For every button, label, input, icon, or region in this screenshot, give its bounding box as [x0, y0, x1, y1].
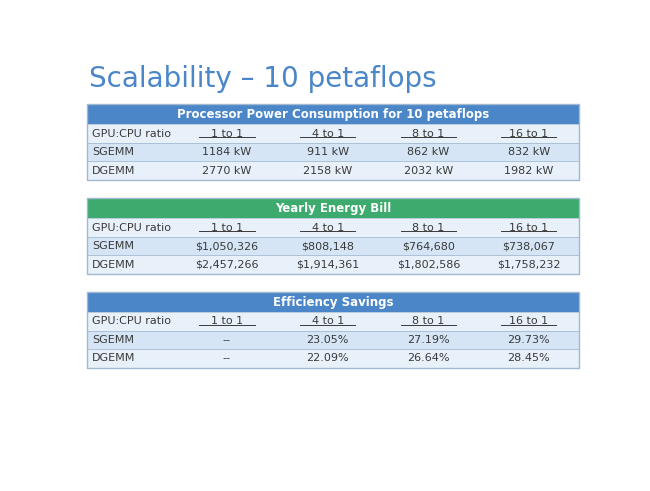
- Text: 832 kW: 832 kW: [508, 147, 550, 157]
- Text: 22.09%: 22.09%: [306, 354, 349, 363]
- Text: SGEMM: SGEMM: [92, 241, 134, 251]
- Text: 26.64%: 26.64%: [407, 354, 450, 363]
- Text: Efficiency Savings: Efficiency Savings: [273, 296, 393, 309]
- Text: 16 to 1: 16 to 1: [509, 222, 549, 233]
- Text: Yearly Energy Bill: Yearly Energy Bill: [275, 202, 391, 215]
- Text: $1,758,232: $1,758,232: [497, 260, 560, 270]
- Text: 911 kW: 911 kW: [307, 147, 349, 157]
- Text: $738,067: $738,067: [502, 241, 555, 251]
- Bar: [88, 292, 578, 368]
- Bar: [88, 105, 578, 124]
- Bar: [88, 124, 578, 143]
- Text: GPU:CPU ratio: GPU:CPU ratio: [92, 222, 171, 233]
- Text: 23.05%: 23.05%: [307, 335, 349, 345]
- Text: $764,680: $764,680: [402, 241, 455, 251]
- Text: 29.73%: 29.73%: [508, 335, 550, 345]
- Text: 1982 kW: 1982 kW: [504, 165, 554, 176]
- Text: Scalability – 10 petaflops: Scalability – 10 petaflops: [89, 65, 437, 93]
- Text: $808,148: $808,148: [301, 241, 354, 251]
- Bar: [88, 105, 578, 180]
- Text: GPU:CPU ratio: GPU:CPU ratio: [92, 129, 171, 138]
- Text: 862 kW: 862 kW: [408, 147, 450, 157]
- Text: Processor Power Consumption for 10 petaflops: Processor Power Consumption for 10 petaf…: [177, 108, 489, 121]
- Bar: [88, 255, 578, 274]
- Bar: [88, 312, 578, 331]
- Text: $1,050,326: $1,050,326: [196, 241, 259, 251]
- Text: DGEMM: DGEMM: [92, 165, 135, 176]
- Text: $2,457,266: $2,457,266: [195, 260, 259, 270]
- Text: 8 to 1: 8 to 1: [412, 317, 445, 327]
- Bar: [88, 237, 578, 255]
- Bar: [88, 198, 578, 274]
- Text: 2770 kW: 2770 kW: [202, 165, 252, 176]
- Bar: [88, 331, 578, 349]
- Text: --: --: [223, 354, 231, 363]
- Bar: [88, 162, 578, 180]
- Text: $1,802,586: $1,802,586: [396, 260, 460, 270]
- Bar: [88, 292, 578, 312]
- Text: SGEMM: SGEMM: [92, 147, 134, 157]
- Bar: [88, 218, 578, 237]
- Text: --: --: [223, 335, 231, 345]
- Text: 4 to 1: 4 to 1: [311, 222, 344, 233]
- Text: 1 to 1: 1 to 1: [211, 222, 243, 233]
- Text: 28.45%: 28.45%: [508, 354, 550, 363]
- Text: 4 to 1: 4 to 1: [311, 129, 344, 138]
- Text: DGEMM: DGEMM: [92, 354, 135, 363]
- Text: 8 to 1: 8 to 1: [412, 129, 445, 138]
- Text: 4 to 1: 4 to 1: [311, 317, 344, 327]
- Bar: [88, 143, 578, 162]
- Text: SGEMM: SGEMM: [92, 335, 134, 345]
- Bar: [88, 198, 578, 218]
- Text: $1,914,361: $1,914,361: [296, 260, 359, 270]
- Bar: [88, 349, 578, 368]
- Text: 1 to 1: 1 to 1: [211, 129, 243, 138]
- Text: DGEMM: DGEMM: [92, 260, 135, 270]
- Text: 16 to 1: 16 to 1: [509, 129, 549, 138]
- Text: GPU:CPU ratio: GPU:CPU ratio: [92, 317, 171, 327]
- Text: 8 to 1: 8 to 1: [412, 222, 445, 233]
- Text: 27.19%: 27.19%: [407, 335, 450, 345]
- Text: 2032 kW: 2032 kW: [404, 165, 453, 176]
- Text: 16 to 1: 16 to 1: [509, 317, 549, 327]
- Text: 2158 kW: 2158 kW: [303, 165, 352, 176]
- Text: 1 to 1: 1 to 1: [211, 317, 243, 327]
- Text: 1184 kW: 1184 kW: [202, 147, 252, 157]
